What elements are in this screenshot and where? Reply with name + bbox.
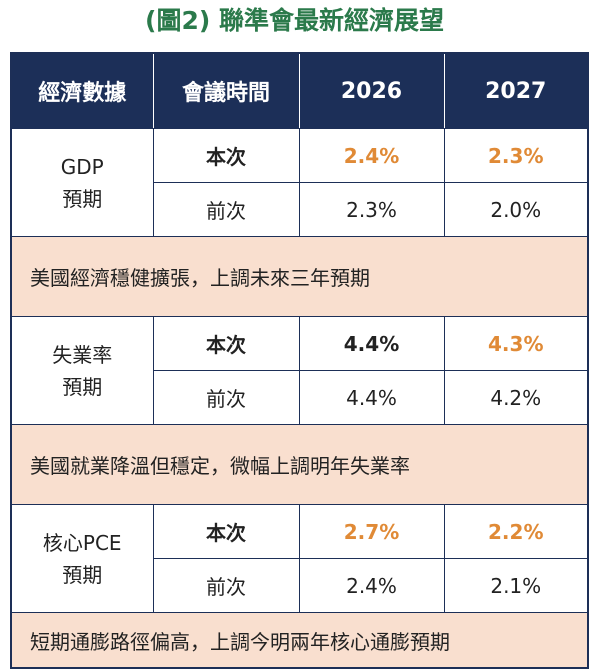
value-cell: 2.4% (298, 128, 445, 183)
value-cell: 2.4% (298, 558, 445, 613)
label-line: 失業率 (52, 342, 113, 367)
label-line: 預期 (62, 562, 103, 587)
note-text: 美國經濟穩健擴張，上調未來三年預期 (10, 236, 589, 317)
note-row: 美國經濟穩健擴張，上調未來三年預期 (10, 236, 589, 317)
value-cell: 4.4% (298, 316, 445, 371)
header-economic-data: 經濟數據 (10, 52, 154, 129)
meeting-current: 本次 (152, 504, 300, 559)
table-row: 前次 2.4% 2.1% (11, 558, 589, 613)
header-year-2027: 2027 (443, 52, 589, 129)
table-row: 前次 2.3% 2.0% (11, 182, 589, 237)
row-label-unemployment: 失業率 預期 (10, 316, 154, 425)
meeting-previous: 前次 (152, 370, 300, 425)
label-line: 核心PCE (42, 530, 122, 555)
meeting-current: 本次 (152, 128, 300, 183)
header-meeting-time: 會議時間 (152, 52, 300, 129)
figure-title: (圖2) 聯準會最新經濟展望 (145, 6, 444, 35)
label-line: 預期 (62, 374, 103, 399)
meeting-previous: 前次 (152, 558, 300, 613)
row-label-gdp: GDP 預期 (10, 128, 154, 237)
row-label-core-pce: 核心PCE 預期 (10, 504, 154, 613)
value-cell: 2.7% (298, 504, 445, 559)
meeting-current: 本次 (152, 316, 300, 371)
value-cell: 4.2% (443, 370, 589, 425)
note-text: 短期通膨路徑偏高，上調今明兩年核心通膨預期 (10, 612, 589, 669)
note-text: 美國就業降溫但穩定，微幅上調明年失業率 (10, 424, 589, 505)
header-year-2026: 2026 (298, 52, 445, 129)
table-row: GDP 預期 本次 2.4% 2.3% (10, 128, 589, 237)
meeting-previous: 前次 (152, 182, 300, 237)
value-cell: 2.0% (443, 182, 589, 237)
value-cell: 2.3% (443, 128, 589, 183)
note-row: 短期通膨路徑偏高，上調今明兩年核心通膨預期 (10, 612, 589, 669)
fed-outlook-table: 經濟數據 會議時間 2026 2027 GDP 預期 本次 2.4% 2.3% … (10, 52, 589, 669)
table-row: 核心PCE 預期 本次 2.7% 2.2% (10, 504, 589, 613)
value-cell: 4.4% (298, 370, 445, 425)
header-row: 經濟數據 會議時間 2026 2027 (10, 52, 589, 129)
value-cell: 4.3% (443, 316, 589, 371)
value-cell: 2.2% (443, 504, 589, 559)
label-line: 預期 (62, 186, 103, 211)
label-line: GDP (60, 154, 104, 179)
value-cell: 2.3% (298, 182, 445, 237)
note-row: 美國就業降溫但穩定，微幅上調明年失業率 (10, 424, 589, 505)
table-row: 失業率 預期 本次 4.4% 4.3% (10, 316, 589, 425)
value-cell: 2.1% (443, 558, 589, 613)
